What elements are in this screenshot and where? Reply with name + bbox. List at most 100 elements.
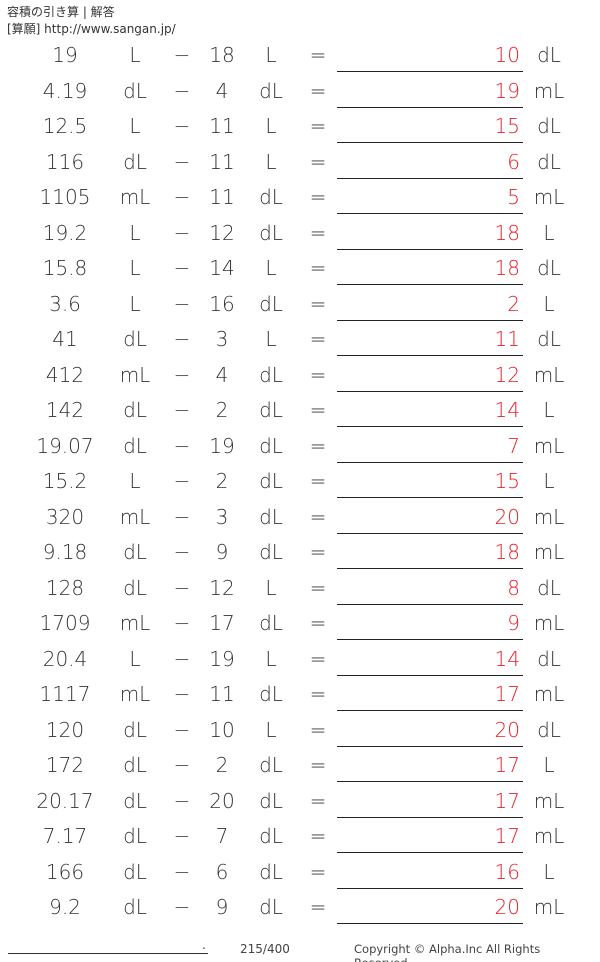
subtrahend: 17	[209, 611, 235, 635]
answer-line	[337, 213, 523, 214]
minuend-unit: dL	[123, 327, 147, 351]
equals-sign: =	[309, 78, 327, 103]
subtrahend: 9	[215, 895, 229, 919]
problem-row: 41 dL −3 L = 11 dL	[0, 321, 600, 357]
subtrahend-unit: dL	[259, 753, 283, 777]
subtrahend-unit: dL	[259, 540, 283, 564]
minuend-unit: mL	[119, 362, 151, 387]
problem-row: 128 dL −12 L = 8 dL	[0, 570, 600, 606]
answer-line	[337, 426, 523, 427]
problem-row: 320 mL −3 dL = 20 mL	[0, 499, 600, 535]
minus-sign: −	[173, 327, 191, 351]
minus-sign: −	[173, 682, 191, 706]
problem-row: 15.2 L −2 dL = 15 L	[0, 463, 600, 499]
answer-unit: dL	[537, 646, 561, 671]
minus-sign: −	[173, 895, 191, 919]
problem-row: 412 mL −4 dL = 12 mL	[0, 357, 600, 393]
problem-row: 19 L −18 L = 10 dL	[0, 37, 600, 73]
equals-sign: =	[309, 575, 327, 600]
answer-unit: L	[543, 753, 555, 777]
minuend-unit: dL	[123, 575, 147, 600]
answer-unit: mL	[533, 895, 565, 919]
subtrahend: 19	[209, 433, 235, 458]
subtrahend: 14	[209, 256, 235, 280]
minus-sign: −	[173, 717, 191, 742]
equals-sign: =	[309, 504, 327, 529]
copyright: Copyright © Alpha.Inc All Rights Reserve…	[354, 942, 541, 962]
answer-unit: mL	[533, 185, 565, 209]
answer: 18	[494, 256, 520, 280]
subtrahend: 11	[209, 149, 235, 174]
minuend-unit: L	[129, 114, 141, 138]
answer: 20	[494, 895, 520, 919]
answer-line	[337, 887, 523, 889]
equals-sign: =	[309, 824, 327, 848]
answer: 12	[494, 362, 520, 387]
subtrahend-unit: dL	[259, 433, 283, 458]
minuend-unit: dL	[123, 717, 147, 742]
subtrahend: 11	[209, 185, 235, 209]
minuend-unit: L	[129, 291, 141, 316]
minuend: 412	[45, 362, 85, 387]
minus-sign: −	[173, 291, 191, 316]
minuend: 41	[52, 327, 78, 351]
minuend-unit: L	[129, 256, 141, 280]
subtrahend-unit: dL	[259, 504, 283, 529]
answer-unit: dL	[537, 327, 561, 351]
answer-line	[337, 639, 523, 640]
answer-line	[337, 71, 523, 72]
answer-line	[337, 568, 523, 569]
answer: 19	[494, 78, 520, 103]
equals-sign: =	[309, 753, 327, 777]
subtrahend-unit: L	[265, 717, 277, 742]
answer-unit: mL	[533, 78, 565, 103]
minuend-unit: L	[129, 43, 141, 67]
subtrahend: 3	[215, 504, 229, 529]
minuend: 128	[45, 575, 85, 600]
equals-sign: =	[309, 327, 327, 351]
answer: 17	[494, 753, 520, 777]
minuend-unit: L	[129, 220, 141, 245]
equals-sign: =	[309, 220, 327, 245]
answer: 6	[507, 149, 520, 174]
answer: 2	[507, 291, 520, 316]
minuend-unit: dL	[123, 859, 147, 884]
answer: 14	[494, 398, 520, 422]
subtrahend-unit: dL	[259, 185, 283, 209]
subtrahend: 3	[215, 327, 229, 351]
answer-line	[337, 284, 523, 285]
answer-line	[337, 390, 523, 392]
subtrahend-unit: L	[265, 575, 277, 600]
answer-unit: L	[543, 469, 555, 493]
equals-sign: =	[309, 611, 327, 635]
equals-sign: =	[309, 788, 327, 813]
problem-row: 172 dL −2 dL = 17 L	[0, 747, 600, 783]
minuend-unit: mL	[119, 185, 151, 209]
answer: 14	[494, 646, 520, 671]
subtrahend-unit: dL	[259, 788, 283, 813]
answer-unit: mL	[533, 433, 565, 458]
minuend: 20.4	[42, 646, 88, 671]
subtrahend-unit: dL	[259, 220, 283, 245]
equals-sign: =	[309, 43, 327, 67]
problem-row: 1117 mL −11 dL = 17 mL	[0, 676, 600, 712]
answer-unit: L	[543, 291, 555, 316]
subtrahend-unit: dL	[259, 362, 283, 387]
minuend-unit: dL	[123, 895, 147, 919]
answer-line	[337, 781, 523, 782]
minuend: 19.2	[42, 220, 88, 245]
minuend: 172	[45, 753, 85, 777]
minus-sign: −	[173, 398, 191, 422]
minus-sign: −	[173, 611, 191, 635]
equals-sign: =	[309, 149, 327, 174]
minus-sign: −	[173, 646, 191, 671]
minuend: 4.19	[42, 78, 88, 103]
answer: 16	[494, 859, 520, 884]
answer-unit: dL	[537, 575, 561, 600]
answer-line	[337, 319, 523, 321]
subtrahend: 2	[215, 753, 229, 777]
subtrahend-unit: L	[265, 43, 277, 67]
page-number: 215/400	[240, 942, 290, 956]
answer-unit: mL	[533, 362, 565, 387]
minuend-unit: dL	[123, 788, 147, 813]
